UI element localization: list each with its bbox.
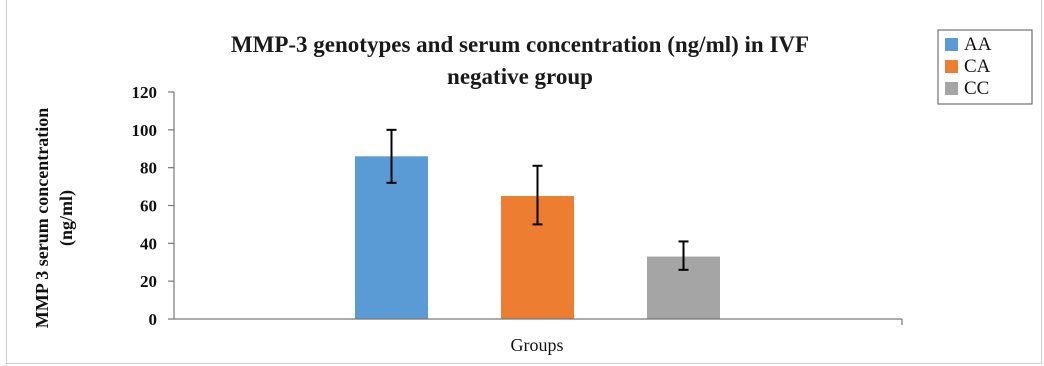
- y-tick-label: 120: [132, 83, 158, 102]
- legend-label-cc: CC: [964, 78, 989, 99]
- legend-swatch-ca: [945, 60, 958, 73]
- legend-label-ca: CA: [964, 56, 991, 77]
- x-axis-label: Groups: [511, 335, 564, 355]
- y-tick-label: 100: [132, 121, 158, 140]
- y-tick-label: 0: [149, 310, 158, 329]
- legend-swatch-cc: [945, 82, 958, 95]
- chart-title-line-2: negative group: [447, 64, 593, 89]
- y-axis: 0 20 40 60 80 100 120: [132, 83, 903, 329]
- y-axis-label: MMP 3 serum concentration (ng/ml): [32, 108, 77, 328]
- y-tick-label: 40: [140, 234, 157, 253]
- chart-frame: [6, 0, 1042, 364]
- bars: [355, 128, 720, 319]
- y-axis-label-line-2: (ng/ml): [56, 190, 77, 246]
- y-tick-label: 60: [140, 197, 157, 216]
- y-tick-label: 20: [140, 272, 157, 291]
- legend-label-aa: AA: [964, 34, 992, 55]
- chart-title-line-1: MMP-3 genotypes and serum concentration …: [231, 32, 809, 57]
- legend-swatch-aa: [945, 38, 958, 51]
- y-tick-label: 80: [140, 159, 157, 178]
- y-axis-label-line-1: MMP 3 serum concentration: [32, 108, 52, 328]
